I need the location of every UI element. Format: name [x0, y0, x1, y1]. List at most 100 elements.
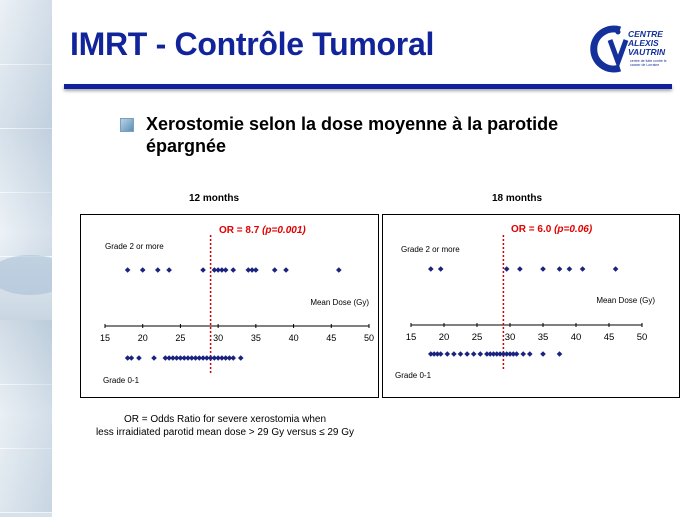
x-axis-label: Mean Dose (Gy) — [310, 298, 369, 307]
data-point-grade0-1 — [470, 351, 477, 357]
data-point-grade0-1 — [128, 355, 135, 361]
data-point-grade0-1 — [457, 351, 464, 357]
data-point-grade0-1 — [230, 355, 237, 361]
group-label-grade2: Grade 2 or more — [401, 245, 460, 254]
bullet-text: Xerostomie selon la dose moyenne à la pa… — [146, 114, 559, 156]
data-point-grade0-1 — [507, 351, 513, 357]
centre-alexis-vautrin-logo: CENTRE ALEXIS VAUTRIN centre de lutte co… — [590, 22, 680, 74]
data-point-grade0-1 — [464, 351, 470, 357]
data-point-grade0-1 — [222, 355, 229, 361]
data-point-grade0-1 — [166, 355, 172, 361]
data-point-grade0-1 — [226, 355, 233, 361]
data-point-grade2 — [566, 266, 573, 272]
side-tile — [0, 128, 52, 193]
data-point-grade2 — [556, 266, 563, 272]
data-point-grade2 — [245, 267, 252, 273]
data-point-grade2 — [540, 266, 546, 272]
decorative-side-strip — [0, 0, 52, 517]
x-tick-label: 20 — [138, 333, 148, 343]
x-tick-label: 15 — [406, 332, 417, 343]
data-point-grade2 — [336, 267, 342, 273]
footnote-line: less irraidiated parotid mean dose > 29 … — [95, 427, 355, 438]
group-label-grade0-1: Grade 0-1 — [103, 376, 140, 385]
odds-ratio-annotation: OR = 8.7 (p=0.001) — [219, 225, 306, 236]
data-point-grade0-1 — [192, 355, 199, 361]
logo-mark-icon — [590, 25, 629, 73]
data-point-grade2 — [219, 267, 225, 273]
footnote: OR = Odds Ratio for severe xerostomia wh… — [60, 413, 390, 439]
data-point-grade0-1 — [497, 351, 503, 357]
data-point-grade0-1 — [124, 355, 131, 361]
logo-line: VAUTRIN — [628, 47, 666, 57]
scatter-plot-18-months: 15 20 25 30 35 40 45 50 Mean Dose (Gy) Grade 2 or… — [395, 224, 655, 380]
data-point-grade2 — [517, 266, 523, 272]
data-point-grade2 — [155, 267, 161, 273]
x-tick-label: 20 — [439, 332, 450, 343]
data-point-grade0-1 — [215, 355, 221, 361]
data-point-grade0-1 — [484, 351, 490, 357]
logo-line: CENTRE — [628, 29, 663, 39]
odds-ratio-annotation: OR = 6.0 (p=0.06) — [511, 224, 593, 235]
group-label-grade2: Grade 2 or more — [105, 242, 164, 251]
x-tick-label: 50 — [364, 333, 374, 343]
x-tick-label: 50 — [637, 332, 648, 343]
data-point-grade0-1 — [207, 355, 214, 361]
data-point-grade2 — [437, 266, 444, 272]
data-point-grade0-1 — [477, 351, 484, 357]
chart-panel-12-months: 15 20 25 30 35 40 45 50 Mean Dose (Gy) Grade 2 or… — [80, 214, 379, 398]
x-tick-label: 25 — [175, 333, 185, 343]
side-tile — [0, 384, 52, 449]
data-point-grade2 — [200, 267, 206, 273]
x-tick-label: 30 — [505, 332, 516, 343]
data-point-grade2 — [271, 267, 278, 273]
side-tile — [0, 448, 52, 513]
x-axis-label: Mean Dose (Gy) — [596, 296, 655, 305]
data-point-grade0-1 — [434, 351, 441, 357]
data-point-grade0-1 — [500, 351, 507, 357]
data-point-grade2 — [230, 267, 237, 273]
data-point-grade0-1 — [219, 355, 225, 361]
chart-panel-18-months: 15 20 25 30 35 40 45 50 Mean Dose (Gy) Grade 2 or… — [382, 214, 680, 398]
data-point-grade0-1 — [510, 351, 517, 357]
side-tile — [0, 64, 52, 129]
data-point-grade2 — [215, 267, 221, 273]
data-point-grade2 — [139, 267, 146, 273]
side-wave-decoration — [0, 255, 52, 295]
x-tick-label: 30 — [213, 333, 223, 343]
data-point-grade0-1 — [444, 351, 451, 357]
x-tick-label: 40 — [289, 333, 299, 343]
x-tick-label: 45 — [326, 333, 336, 343]
slide-title: IMRT - Contrôle Tumoral — [70, 26, 435, 62]
scatter-plot-12-months: 15 20 25 30 35 40 45 50 Mean Dose (Gy) Grade 2 or… — [100, 225, 374, 385]
data-point-grade2 — [124, 267, 131, 273]
data-point-grade2 — [503, 266, 510, 272]
side-tile — [0, 192, 52, 257]
data-point-grade0-1 — [431, 351, 437, 357]
data-point-grade2 — [166, 267, 172, 273]
data-point-grade2 — [211, 267, 218, 273]
x-tick-label: 45 — [604, 332, 615, 343]
x-tick-label: 40 — [571, 332, 582, 343]
x-tick-label: 25 — [472, 332, 483, 343]
data-point-grade0-1 — [151, 355, 157, 361]
logo-subtitle: centre de lutte contre le cancer de Lorr… — [630, 59, 667, 67]
data-point-grade0-1 — [527, 351, 533, 357]
data-point-grade0-1 — [211, 355, 218, 361]
logo-line: ALEXIS — [628, 38, 659, 48]
data-point-grade0-1 — [170, 355, 176, 361]
data-point-grade0-1 — [520, 351, 526, 357]
data-point-grade0-1 — [540, 351, 546, 357]
logo-wordmark: CENTRE ALEXIS VAUTRIN — [628, 30, 665, 57]
data-point-grade2 — [612, 266, 619, 272]
data-point-grade0-1 — [437, 351, 444, 357]
data-point-grade2 — [579, 266, 586, 272]
data-point-grade2 — [222, 267, 229, 273]
data-point-grade0-1 — [237, 355, 244, 361]
x-tick-label: 35 — [251, 333, 261, 343]
title-underline — [64, 84, 672, 89]
x-tick-label: 15 — [100, 333, 110, 343]
bullet-square-icon — [120, 118, 134, 132]
data-point-grade2 — [283, 267, 289, 273]
data-point-grade0-1 — [513, 351, 520, 357]
chart-title-18-months: 18 months — [492, 193, 543, 204]
